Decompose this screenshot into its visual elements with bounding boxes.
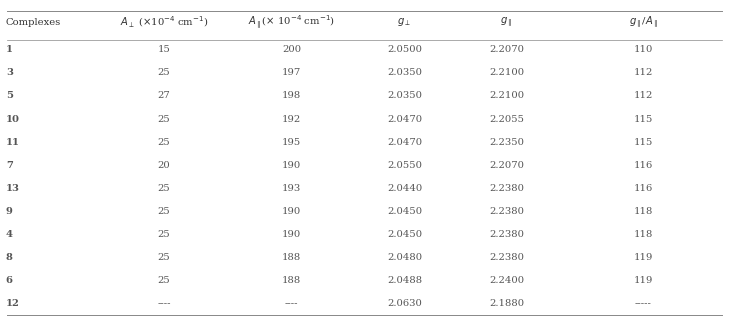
Text: 190: 190 [282,161,301,170]
Text: 116: 116 [634,161,653,170]
Text: 115: 115 [634,115,653,124]
Text: 2.0550: 2.0550 [387,161,422,170]
Text: 2.2100: 2.2100 [489,91,524,100]
Text: 2.0500: 2.0500 [387,45,422,54]
Text: 2.0470: 2.0470 [387,138,422,147]
Text: 2.0350: 2.0350 [387,91,422,100]
Text: 2.2380: 2.2380 [489,253,524,262]
Text: 110: 110 [634,45,653,54]
Text: 2.0450: 2.0450 [387,230,422,239]
Text: 2.1880: 2.1880 [489,299,524,308]
Text: 195: 195 [282,138,301,147]
Text: 115: 115 [634,138,653,147]
Text: 2.2380: 2.2380 [489,207,524,216]
Text: Complexes: Complexes [6,18,61,27]
Text: 25: 25 [157,253,171,262]
Text: $g_{\perp}$: $g_{\perp}$ [397,16,412,29]
Text: 192: 192 [282,115,301,124]
Text: 2.2055: 2.2055 [489,115,524,124]
Text: 112: 112 [634,91,653,100]
Text: 119: 119 [634,276,653,285]
Text: 118: 118 [634,230,653,239]
Text: 118: 118 [634,207,653,216]
Text: 8: 8 [6,253,12,262]
Text: 13: 13 [6,184,20,193]
Text: 25: 25 [157,184,171,193]
Text: 188: 188 [282,253,301,262]
Text: 6: 6 [6,276,13,285]
Text: -----: ----- [635,299,652,308]
Text: 7: 7 [6,161,12,170]
Text: 5: 5 [6,91,13,100]
Text: 112: 112 [634,68,653,77]
Text: 25: 25 [157,115,171,124]
Text: 2.2070: 2.2070 [489,45,524,54]
Text: 188: 188 [282,276,301,285]
Text: 197: 197 [282,68,301,77]
Text: 27: 27 [157,91,171,100]
Text: 2.0450: 2.0450 [387,207,422,216]
Text: 190: 190 [282,207,301,216]
Text: 10: 10 [6,115,20,124]
Text: 2.0630: 2.0630 [387,299,422,308]
Text: 116: 116 [634,184,653,193]
Text: 2.0488: 2.0488 [387,276,422,285]
Text: 2.0440: 2.0440 [387,184,422,193]
Text: 2.0480: 2.0480 [387,253,422,262]
Text: 12: 12 [6,299,20,308]
Text: 20: 20 [157,161,171,170]
Text: 2.2380: 2.2380 [489,230,524,239]
Text: 25: 25 [157,68,171,77]
Text: 25: 25 [157,138,171,147]
Text: $A_{\perp}$ ($\times$10$^{-4}$ cm$^{-1}$): $A_{\perp}$ ($\times$10$^{-4}$ cm$^{-1}$… [120,15,208,30]
Text: 15: 15 [157,45,171,54]
Text: 11: 11 [6,138,20,147]
Text: 2.2400: 2.2400 [489,276,524,285]
Text: 190: 190 [282,230,301,239]
Text: 119: 119 [634,253,653,262]
Text: 198: 198 [282,91,301,100]
Text: 2.2350: 2.2350 [489,138,524,147]
Text: 4: 4 [6,230,13,239]
Text: 2.2380: 2.2380 [489,184,524,193]
Text: 2.2070: 2.2070 [489,161,524,170]
Text: 9: 9 [6,207,12,216]
Text: 2.2100: 2.2100 [489,68,524,77]
Text: $g_{\parallel}$/$A_{\parallel}$: $g_{\parallel}$/$A_{\parallel}$ [629,14,658,30]
Text: 1: 1 [6,45,13,54]
Text: 2.0350: 2.0350 [387,68,422,77]
Text: 25: 25 [157,230,171,239]
Text: 193: 193 [282,184,301,193]
Text: ----: ---- [157,299,171,308]
Text: $g_{\parallel}$: $g_{\parallel}$ [501,15,512,30]
Text: 25: 25 [157,207,171,216]
Text: 200: 200 [282,45,301,54]
Text: $A_{\parallel}$($\times$ 10$^{-4}$ cm$^{-1}$): $A_{\parallel}$($\times$ 10$^{-4}$ cm$^{… [248,13,335,31]
Text: 2.0470: 2.0470 [387,115,422,124]
Text: ----: ---- [285,299,298,308]
Text: 3: 3 [6,68,13,77]
Text: 25: 25 [157,276,171,285]
